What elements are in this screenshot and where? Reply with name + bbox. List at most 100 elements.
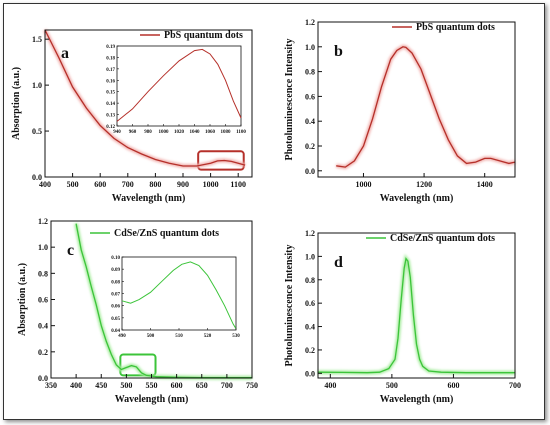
- x-tick-label: 1000: [203, 180, 219, 189]
- y-tick-label: 1.2: [38, 217, 48, 226]
- y-tick-label: 0.4: [305, 117, 315, 126]
- y-tick-label: 1.0: [305, 43, 315, 52]
- inset-y-tick-label: 0.17: [106, 68, 115, 73]
- chart-panel-b: 1000 1200 1400 0.0 0.2 0.4 0.6 0.8 1.0 1.2 Wavelen…: [284, 18, 516, 204]
- figure-frame: [3, 3, 545, 420]
- x-tick-label: 750: [246, 381, 258, 390]
- y-tick-label: 0.8: [305, 276, 315, 285]
- y-tick-label: 1.0: [305, 252, 315, 261]
- inset-y-tick-label: 0.18: [106, 56, 115, 61]
- legend-label: PbS quantum dots: [164, 30, 243, 41]
- x-tick-label: 550: [146, 381, 158, 390]
- inset-x-tick-label: 530: [232, 334, 240, 339]
- x-tick-label: 700: [221, 381, 233, 390]
- inset-x-tick-label: 1080: [221, 130, 232, 135]
- panel-label: b: [334, 43, 343, 60]
- inset-y-tick-label: 0.19: [106, 45, 115, 50]
- inset-x-tick-label: 490: [118, 334, 126, 339]
- y-tick-label: 0.5: [32, 127, 42, 136]
- x-tick-label: 900: [177, 180, 189, 189]
- y-tick-label: 0.4: [38, 322, 48, 331]
- y-tick-label: 1.2: [305, 18, 315, 27]
- y-tick-label: 0.8: [38, 269, 48, 278]
- inset-x-tick-label: 1100: [236, 130, 246, 135]
- x-axis-label: Wavelength (nm): [115, 394, 189, 405]
- y-tick-label: 0.0: [305, 369, 315, 378]
- y-tick-label: 0.6: [305, 92, 315, 101]
- y-tick-label: 0.8: [305, 68, 315, 77]
- y-tick-label: 0.0: [305, 167, 315, 176]
- inset-y-tick-label: 0.07: [111, 293, 120, 298]
- inset-frame: [121, 256, 237, 331]
- inset-frame: [116, 45, 242, 127]
- y-tick-label: 0.2: [38, 348, 48, 357]
- x-tick-label: 400: [39, 180, 51, 189]
- x-tick-label: 600: [447, 381, 459, 390]
- x-tick-label: 1100: [230, 180, 246, 189]
- series-line: [44, 29, 246, 167]
- inset-y-tick-label: 0.14: [106, 102, 115, 107]
- inset-y-tick-label: 0.16: [106, 79, 115, 84]
- x-tick-label: 1400: [477, 180, 493, 189]
- inset-y-tick-label: 0.10: [111, 256, 120, 261]
- series-glow: [335, 44, 516, 170]
- x-tick-label: 400: [324, 381, 336, 390]
- inset-x-tick-label: 1000: [159, 130, 170, 135]
- inset-x-tick-label: 510: [175, 334, 183, 339]
- legend-label: CdSe/ZnS quantum dots: [114, 228, 219, 239]
- inset-x-tick-label: 980: [144, 130, 152, 135]
- inset-x-tick-label: 960: [129, 130, 137, 135]
- inset-x-tick-label: 1060: [205, 130, 216, 135]
- inset-y-tick-label: 0.09: [111, 268, 120, 273]
- y-tick-label: 1.2: [305, 229, 315, 238]
- inset-chart: 940 960 980 1000 1020 1040 1060 1080 1100 0.12 0.1…: [106, 45, 246, 135]
- chart-panel-c: 350 400 450 500 550 600 650 700 750 0.0 0.2 0.4 0.6 0…: [17, 217, 258, 405]
- inset-y-tick-label: 0.04: [111, 329, 120, 334]
- inset-x-tick-label: 940: [113, 130, 121, 135]
- legend: CdSe/ZnS quantum dots: [90, 228, 219, 239]
- highlight-box: [119, 353, 157, 377]
- x-tick-label: 400: [70, 381, 82, 390]
- y-tick-label: 0.2: [305, 346, 315, 355]
- inset-x-tick-label: 520: [204, 334, 212, 339]
- y-tick-label: 0.0: [38, 374, 48, 383]
- x-tick-label: 500: [67, 180, 79, 189]
- x-tick-label: 350: [45, 381, 57, 390]
- x-tick-label: 700: [509, 381, 521, 390]
- panel-label: a: [61, 45, 69, 62]
- highlight-box: [197, 150, 245, 171]
- y-tick-label: 1.0: [38, 243, 48, 252]
- inset-y-tick-label: 0.06: [111, 305, 120, 310]
- legend: CdSe/ZnS quantum dots: [366, 233, 495, 244]
- x-tick-label: 1000: [355, 180, 371, 189]
- x-axis-label: Wavelength (nm): [112, 193, 186, 204]
- y-tick-label: 0.2: [305, 142, 315, 151]
- x-axis-label: Wavelength (nm): [380, 394, 454, 405]
- x-tick-label: 800: [149, 180, 161, 189]
- y-axis-label: Absorption (a.u.): [17, 263, 28, 336]
- x-tick-label: 500: [386, 381, 398, 390]
- inset-x-tick-label: 1020: [174, 130, 185, 135]
- y-axis-label: Photoluminescence Intensity: [284, 245, 295, 367]
- y-tick-label: 1.5: [32, 35, 42, 44]
- x-tick-label: 650: [196, 381, 208, 390]
- legend-label: CdSe/ZnS quantum dots: [390, 233, 495, 244]
- x-axis-label: Wavelength (nm): [380, 193, 454, 204]
- inset-series-line: [116, 48, 242, 122]
- series-glow: [317, 254, 515, 375]
- series-line: [75, 223, 252, 379]
- legend: PbS quantum dots: [392, 22, 495, 33]
- y-tick-label: 0.6: [38, 296, 48, 305]
- panel-label: c: [67, 242, 74, 259]
- inset-y-tick-label: 0.13: [106, 114, 115, 119]
- inset-y-tick-label: 0.12: [106, 125, 115, 130]
- inset-x-tick-label: 1040: [190, 130, 201, 135]
- inset-chart: 490 500 510 520 530 0.04 0.05 0.06 0.07 0.08 0.09 0…: [111, 256, 240, 339]
- plot-frame: [44, 29, 253, 178]
- y-tick-label: 0.4: [305, 323, 315, 332]
- series-line: [336, 46, 516, 168]
- y-tick-label: 0.0: [32, 173, 42, 182]
- x-tick-label: 500: [120, 381, 132, 390]
- y-tick-label: 1.0: [32, 81, 42, 90]
